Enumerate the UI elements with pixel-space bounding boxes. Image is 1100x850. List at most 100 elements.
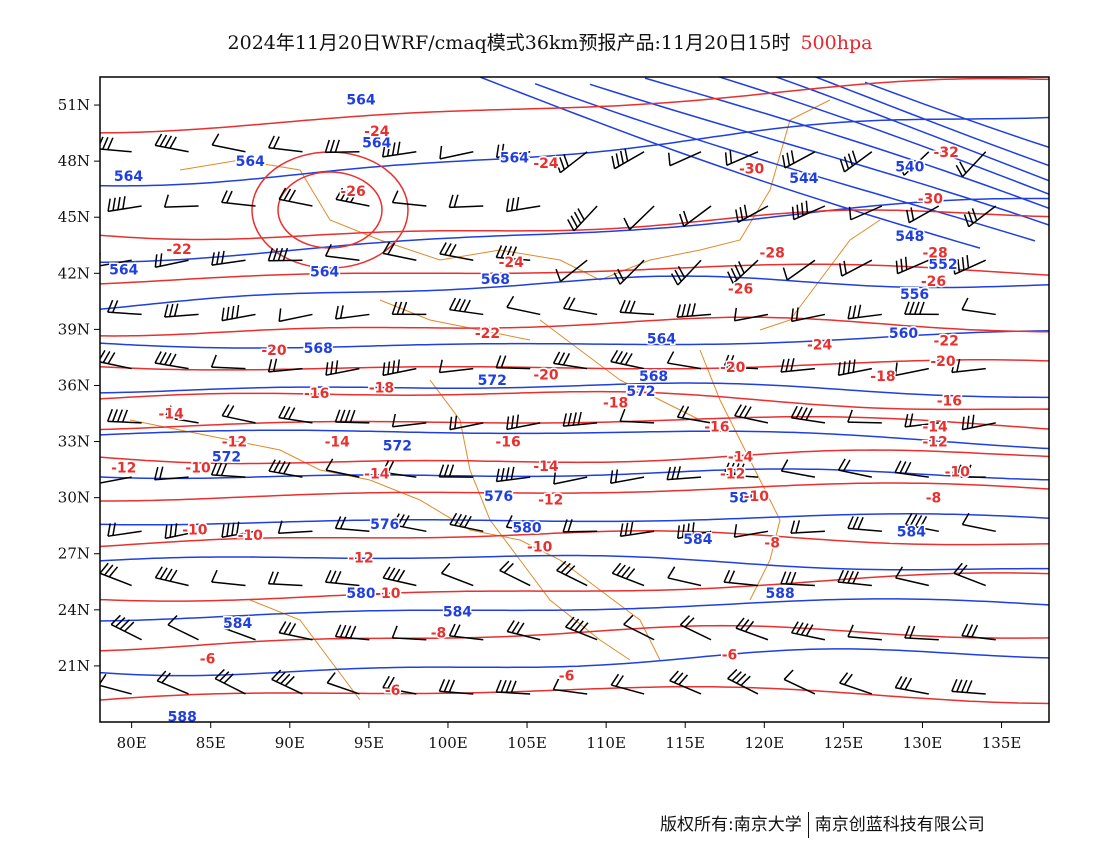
wind-barb [894, 675, 929, 695]
wind-barb [847, 304, 882, 320]
wind-barb [897, 151, 930, 176]
boundary-line [429, 379, 631, 661]
wind-barb [334, 624, 370, 641]
temperature-contour-line [100, 572, 1049, 602]
wind-barb [961, 414, 996, 431]
y-tick-label: 27N [58, 545, 90, 563]
wind-barbs [100, 133, 997, 695]
temperature-contour-label: -24 [533, 156, 559, 172]
y-tick-label: 39N [58, 320, 90, 338]
temperature-contour-line [100, 685, 1049, 705]
wind-barb [904, 301, 939, 316]
wind-barb [782, 259, 816, 281]
footer-separator [807, 812, 809, 838]
wind-barb [268, 459, 303, 478]
boundary-line [129, 419, 661, 661]
temperature-contour-line [100, 316, 1049, 337]
wind-barb [325, 458, 360, 478]
wind-barb [951, 464, 986, 478]
height-contour-line [100, 197, 1049, 264]
height-contour-label: 584 [443, 605, 472, 621]
wind-barb [154, 566, 189, 587]
wind-barb [382, 241, 417, 261]
x-tick-label: 90E [275, 734, 305, 752]
temperature-contour-label: -12 [348, 550, 373, 566]
height-contour-label: 580 [346, 586, 375, 602]
boundary-line [249, 599, 361, 701]
temperature-contour-label: -30 [918, 192, 944, 208]
wind-barb [505, 515, 541, 533]
x-tick-label: 125E [824, 734, 864, 752]
wind-barb [495, 143, 531, 159]
wind-barb [951, 679, 986, 695]
height-contour-line [644, 77, 1049, 210]
wind-barb [780, 358, 815, 373]
height-contour-line [589, 83, 1049, 226]
wind-barb [163, 194, 199, 208]
x-tick-label: 120E [745, 734, 785, 752]
wind-barb [211, 569, 246, 587]
wind-barb [837, 569, 872, 587]
chart-title: 2024年11月20日WRF/cmaq模式36km预报产品:11月20日15时 5… [0, 28, 1100, 55]
temperature-contour-line [100, 482, 1049, 502]
wind-barb [335, 187, 370, 207]
height-contour-line [774, 77, 1049, 182]
wind-barb [210, 462, 246, 478]
wind-barb [678, 205, 712, 227]
wind-barb [565, 616, 598, 641]
boundary-line [379, 299, 531, 341]
x-tick-label: 80E [117, 734, 147, 752]
wind-barb [723, 462, 759, 478]
wind-barb [847, 624, 882, 641]
wind-barb [790, 621, 826, 641]
height-contour-line [100, 648, 1049, 677]
wind-barb [382, 359, 417, 377]
wind-barb [211, 133, 246, 153]
wind-barb [963, 205, 997, 228]
wind-barb [278, 621, 313, 641]
temperature-contour-label: -20 [720, 360, 746, 376]
x-tick-label: 95E [354, 734, 384, 752]
wind-barb [495, 466, 531, 483]
wind-barb [553, 471, 588, 485]
map-frame [99, 76, 1050, 723]
wind-barb [107, 196, 142, 213]
boundary-line [699, 349, 781, 601]
wind-barb [610, 673, 645, 695]
wind-barb [951, 358, 986, 374]
wind-barb [562, 411, 598, 427]
wind-barb [506, 620, 541, 641]
wind-barb [961, 623, 996, 641]
temperature-contour-label: -12 [720, 466, 745, 482]
wind-barb [214, 668, 246, 695]
temperature-contour-line [100, 390, 1049, 411]
temperature-contour-label: -24 [364, 124, 390, 140]
temperature-contour-label: -16 [937, 393, 962, 409]
wind-barb [221, 304, 256, 322]
temperature-contour-label: -22 [475, 326, 500, 342]
temperature-contour-label: -28 [760, 246, 785, 262]
y-tick-label: 33N [58, 433, 90, 451]
wind-barb [100, 673, 132, 695]
temperature-contour-label: -6 [385, 683, 401, 699]
wind-barb [267, 358, 303, 373]
temperature-contour-label: -12 [922, 435, 947, 451]
wind-barb [438, 464, 474, 478]
wind-barb [676, 405, 712, 424]
wind-barb [100, 349, 132, 370]
title-text: 2024年11月20日WRF/cmaq模式36km预报产品:11月20日15时 [227, 32, 791, 54]
wind-barb [495, 679, 531, 695]
wind-barb [735, 204, 769, 223]
y-tick-label: 30N [58, 489, 90, 507]
wind-barb [100, 136, 132, 153]
copyright-left: 版权所有:南京大学 [660, 815, 802, 835]
wind-barb [278, 187, 313, 207]
wind-barb [449, 512, 484, 533]
wind-barb [267, 247, 303, 262]
height-contour-label: 572 [626, 384, 655, 400]
height-contour-label: 560 [889, 326, 918, 342]
wind-barb [904, 513, 939, 533]
wind-barb [562, 519, 598, 533]
wind-barb [555, 259, 588, 282]
wind-barb [167, 615, 199, 641]
